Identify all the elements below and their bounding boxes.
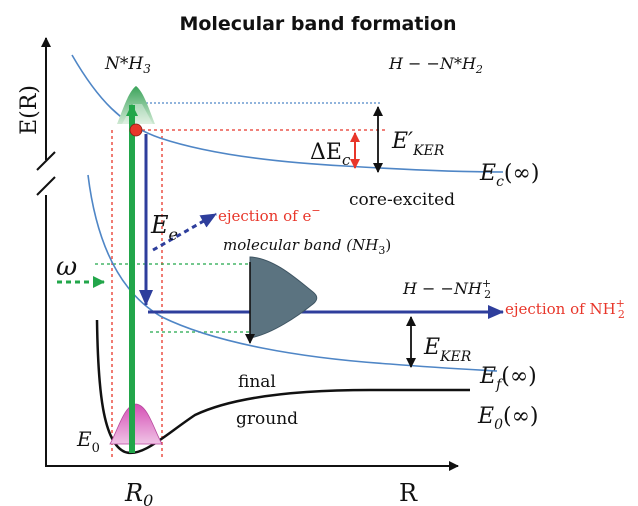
- label-e-ker: EKER: [423, 335, 472, 365]
- x-axis-label: R: [399, 479, 418, 506]
- potential-curves: [71, 54, 504, 455]
- label-ef-infinity: Ef(∞): [479, 364, 537, 393]
- label-ground: ground: [236, 409, 298, 429]
- label-ejection-electron: ejection of e−: [218, 204, 321, 225]
- label-ee: Ee: [150, 211, 178, 244]
- label-h-nh2-plus: H − −NH+ 2: [402, 277, 491, 301]
- label-omega: ω: [56, 252, 77, 282]
- final-state-curve: [87, 174, 498, 372]
- label-ec-infinity: Ec(∞): [479, 161, 539, 190]
- label-core-excited: core-excited: [349, 190, 455, 210]
- label-ejection-nh2: ejection of NH+ 2: [505, 297, 625, 321]
- molecular-band-shape: [249, 256, 318, 339]
- diagram-title: Molecular band formation: [179, 13, 456, 35]
- label-final: final: [238, 372, 276, 392]
- resonance-point: [129, 123, 143, 137]
- label-h-n-star-h2: H − −N*H2: [388, 54, 483, 76]
- core-excited-curve: [71, 54, 504, 173]
- axis-break-upper: [36, 151, 56, 171]
- ground-state-curve: [95, 319, 470, 455]
- label-e0: E0: [76, 427, 100, 456]
- reference-lines: [95, 102, 387, 457]
- electron-ejection-arrow: [152, 212, 217, 252]
- label-n-star-h3: N*H3: [104, 54, 151, 76]
- axis-break-lower: [36, 176, 56, 196]
- label-e0-infinity: E0(∞): [477, 404, 538, 433]
- y-axis-label: E(R): [17, 85, 42, 135]
- x-tick-r0: R0: [124, 479, 153, 506]
- label-e-prime-ker: E′KER: [391, 129, 445, 159]
- label-delta-ec: ΔEc: [310, 140, 351, 169]
- label-molecular-band: molecular band (NH3): [223, 236, 391, 257]
- ground-wavepacket: [109, 403, 163, 445]
- axes: E(R) R R0: [17, 37, 459, 506]
